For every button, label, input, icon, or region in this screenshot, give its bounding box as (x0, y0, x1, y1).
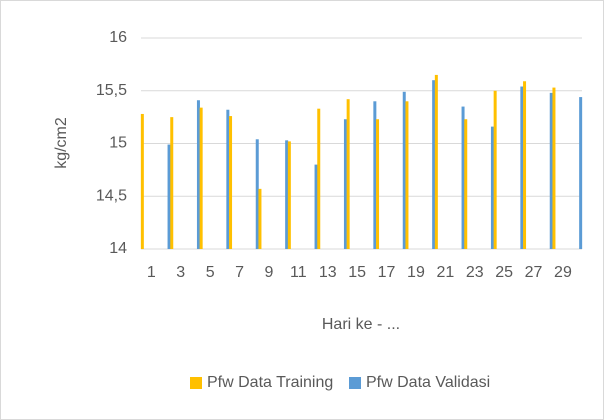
y-tick-label: 15 (109, 135, 127, 152)
bar (343, 119, 347, 249)
bar (461, 106, 465, 249)
x-tick-label: 11 (290, 264, 307, 281)
bar (432, 80, 436, 249)
y-tick-label: 14,5 (96, 187, 127, 204)
legend-swatch (190, 377, 202, 389)
bar (434, 74, 438, 249)
x-tick-label: 15 (348, 264, 366, 281)
bar (552, 87, 556, 250)
bar (167, 144, 171, 249)
bar (346, 99, 350, 249)
x-tick-label: 23 (466, 264, 484, 281)
bar (229, 116, 233, 249)
y-axis-title: kg/cm2 (53, 117, 70, 169)
bar (464, 119, 468, 249)
bar (317, 108, 321, 249)
bar (314, 164, 318, 249)
bar (490, 126, 494, 249)
bar (402, 91, 406, 250)
x-tick-label: 19 (407, 264, 425, 281)
x-tick-label: 29 (554, 264, 572, 281)
x-tick-label: 9 (264, 264, 273, 281)
x-tick-label: 21 (436, 264, 454, 281)
x-tick-label: 1 (147, 264, 156, 281)
bar (199, 107, 203, 249)
x-tick-label: 13 (319, 264, 337, 281)
y-tick-label: 16 (109, 29, 127, 46)
x-tick-label: 5 (206, 264, 215, 281)
legend-swatch (349, 377, 361, 389)
x-tick-label: 17 (378, 264, 396, 281)
bar (520, 86, 524, 249)
legend-label: Pfw Data Training (207, 374, 333, 391)
bar (376, 119, 380, 249)
bar (287, 141, 291, 249)
bar (258, 188, 262, 249)
bar (493, 90, 497, 249)
x-tick-label: 27 (525, 264, 543, 281)
bar (170, 117, 174, 249)
bar (140, 113, 144, 250)
x-axis-title: Hari ke - ... (322, 316, 400, 333)
bar (285, 140, 289, 249)
x-tick-label: 25 (495, 264, 513, 281)
bar (226, 109, 230, 250)
bar (549, 92, 553, 249)
bar (579, 97, 583, 249)
bar (405, 101, 409, 249)
bar (255, 139, 259, 249)
y-tick-label: 15,5 (96, 82, 127, 99)
x-tick-label: 3 (176, 264, 185, 281)
x-tick-label: 7 (235, 264, 244, 281)
bar (523, 81, 527, 249)
bar (373, 101, 377, 249)
legend-label: Pfw Data Validasi (366, 374, 490, 391)
y-tick-label: 14 (109, 240, 127, 257)
bar (196, 100, 200, 250)
